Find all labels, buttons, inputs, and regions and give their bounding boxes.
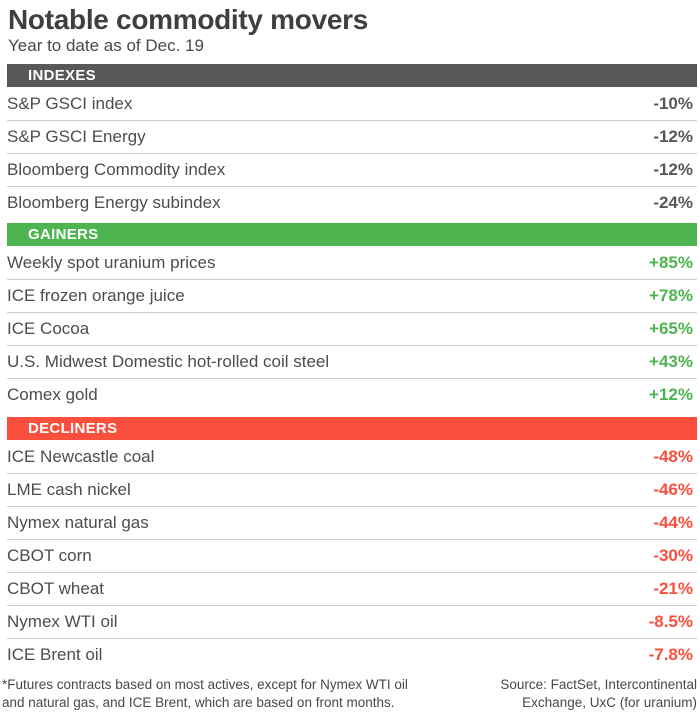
table-row: ICE frozen orange juice +78% — [7, 279, 697, 312]
table-row: Weekly spot uranium prices +85% — [7, 246, 697, 279]
commodity-label: U.S. Midwest Domestic hot-rolled coil st… — [7, 352, 330, 371]
footer: *Futures contracts based on most actives… — [2, 676, 697, 712]
percent-change-value: +12% — [649, 385, 693, 404]
section-header-gainers: GAINERS — [7, 223, 697, 246]
percent-change-value: -8.5% — [648, 612, 693, 631]
percent-change-value: -46% — [653, 480, 693, 499]
commodity-label: ICE frozen orange juice — [7, 286, 185, 305]
table-row: ICE Cocoa +65% — [7, 312, 697, 345]
table-row: ICE Brent oil -7.8% — [7, 638, 697, 671]
percent-change-value: -7.8% — [648, 645, 693, 664]
source-credit: Source: FactSet, Intercontinental Exchan… — [500, 677, 697, 710]
section-gainers: GAINERS Weekly spot uranium prices +85% IC… — [7, 223, 697, 411]
table-row: Nymex WTI oil -8.5% — [7, 605, 697, 638]
percent-change-value: +43% — [649, 352, 693, 371]
commodity-label: Nymex WTI oil — [7, 612, 118, 631]
percent-change-value: -10% — [653, 93, 693, 113]
table-row: CBOT wheat -21% — [7, 572, 697, 605]
table-row: U.S. Midwest Domestic hot-rolled coil st… — [7, 345, 697, 378]
table-row: Bloomberg Energy subindex -24% — [7, 186, 697, 219]
percent-change-value: +65% — [649, 319, 693, 338]
percent-change-value: -24% — [653, 193, 693, 212]
commodity-label: Bloomberg Energy subindex — [7, 193, 221, 212]
percent-change-value: -48% — [653, 446, 693, 466]
percent-change-value: +78% — [649, 286, 693, 305]
commodity-label: S&P GSCI index — [7, 93, 133, 113]
percent-change-value: -12% — [653, 127, 693, 146]
commodity-label: Nymex natural gas — [7, 513, 149, 532]
gainers-rows: Weekly spot uranium prices +85% ICE frozen… — [7, 246, 697, 411]
percent-change-value: -30% — [653, 546, 693, 565]
percent-change-value: +85% — [649, 252, 693, 272]
footnote: *Futures contracts based on most actives… — [2, 677, 408, 710]
commodity-label: S&P GSCI Energy — [7, 127, 146, 146]
commodity-label: CBOT wheat — [7, 579, 105, 598]
table-row: LME cash nickel -46% — [7, 473, 697, 506]
percent-change-value: -12% — [653, 160, 693, 179]
table-row: ICE Newcastle coal -48% — [7, 440, 697, 473]
page-title: Notable commodity movers — [8, 4, 368, 35]
chart-subtitle: Year to date as of Dec. 19 — [8, 36, 204, 55]
commodity-label: ICE Cocoa — [7, 319, 90, 338]
table-row: Bloomberg Commodity index -12% — [7, 153, 697, 186]
table-row: S&P GSCI index -10% — [7, 87, 697, 120]
commodity-label: LME cash nickel — [7, 480, 131, 499]
commodity-label: CBOT corn — [7, 546, 92, 565]
section-header-decliners: DECLINERS — [7, 417, 697, 440]
commodity-movers-chart: Notable commodity movers Year to date as… — [0, 4, 700, 712]
indexes-rows: S&P GSCI index -10% S&P GSCI Energy -12% Blo… — [7, 87, 697, 219]
table-row: S&P GSCI Energy -12% — [7, 120, 697, 153]
table-row: Nymex natural gas -44% — [7, 506, 697, 539]
table-row: Comex gold +12% — [7, 378, 697, 411]
percent-change-value: -44% — [653, 513, 693, 532]
decliners-rows: ICE Newcastle coal -48% LME cash nickel -46… — [7, 440, 697, 671]
percent-change-value: -21% — [653, 579, 693, 598]
table-row: CBOT corn -30% — [7, 539, 697, 572]
commodity-label: Comex gold — [7, 385, 98, 404]
commodity-label: Bloomberg Commodity index — [7, 160, 226, 179]
commodity-label: ICE Newcastle coal — [7, 446, 155, 466]
commodity-label: ICE Brent oil — [7, 645, 103, 664]
section-decliners: DECLINERS ICE Newcastle coal -48% LME cash… — [7, 417, 697, 671]
commodity-label: Weekly spot uranium prices — [7, 252, 216, 272]
section-header-indexes: INDEXES — [7, 64, 697, 87]
section-indexes: INDEXES S&P GSCI index -10% S&P GSCI Energ… — [7, 64, 697, 219]
